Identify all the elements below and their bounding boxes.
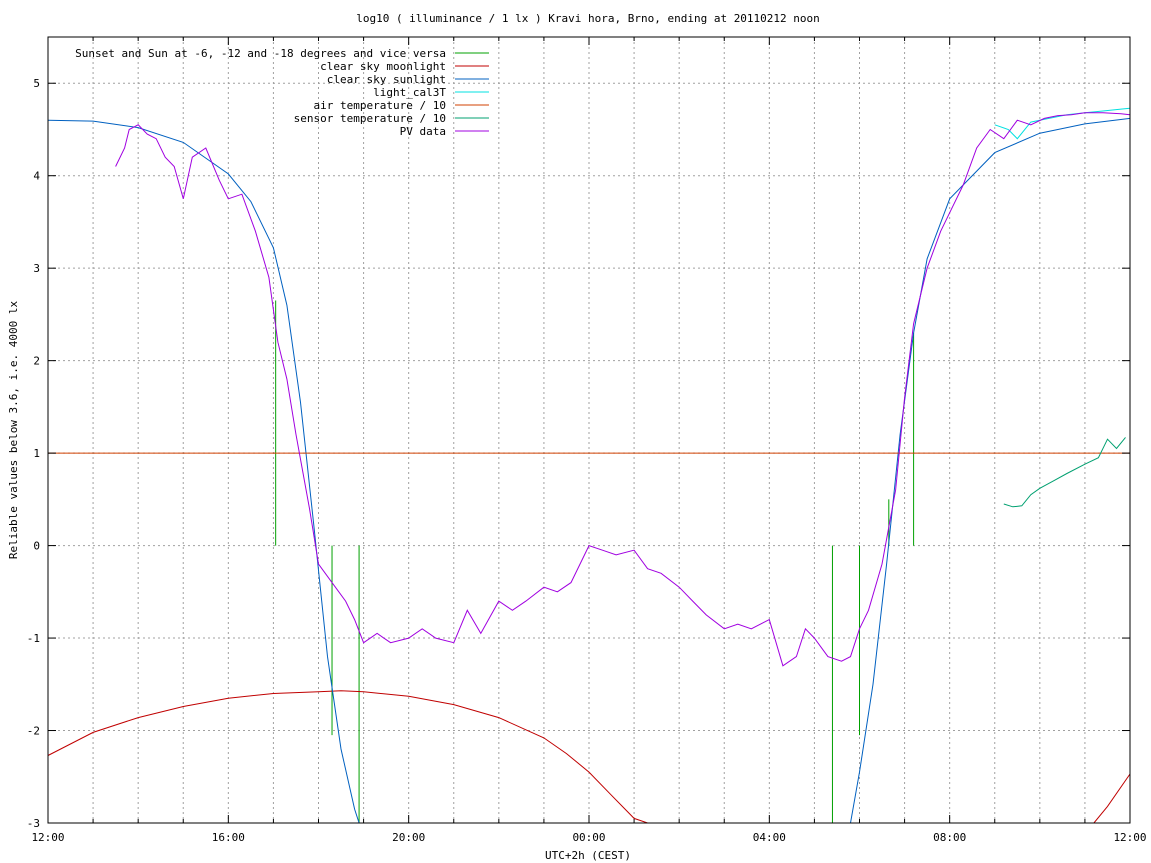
y-axis-label: Reliable values below 3.6, i.e. 4000 lx	[7, 300, 20, 559]
axes: 12:00 16:00 20:00 00:00 04:00 08:00 12:00 5 4 3 2 1…	[27, 37, 1147, 844]
x-tick-label: 16:00	[212, 831, 245, 844]
legend-label: light_cal3T	[373, 86, 446, 99]
legend-label: clear sky moonlight	[320, 60, 446, 73]
legend-label: PV data	[400, 125, 446, 138]
y-tick-label: -3	[27, 817, 40, 830]
x-tick-label: 08:00	[933, 831, 966, 844]
legend-label: sensor temperature / 10	[294, 112, 446, 125]
series-line-clear-sky-sunlight	[47, 117, 1131, 824]
series-line-sensor-temperature-10	[1003, 437, 1126, 508]
x-tick-label: 00:00	[572, 831, 605, 844]
x-tick-label: 12:00	[31, 831, 64, 844]
series-line-clear-sky-moonlight	[47, 690, 1131, 824]
x-axis-label: UTC+2h (CEST)	[545, 849, 631, 862]
chart-title: log10 ( illuminance / 1 lx ) Kravi hora,…	[356, 12, 820, 25]
x-tick-label: 04:00	[753, 831, 786, 844]
y-tick-label: -2	[27, 725, 40, 738]
legend-label: Sunset and Sun at -6, -12 and -18 degree…	[75, 47, 446, 60]
legend: Sunset and Sun at -6, -12 and -18 degree…	[75, 47, 489, 138]
y-tick-label: 2	[33, 355, 40, 368]
grid	[48, 37, 1130, 823]
y-tick-label: 0	[33, 540, 40, 553]
x-tick-label: 12:00	[1113, 831, 1146, 844]
series-line-light-cal3t	[994, 107, 1131, 140]
x-tick-label: 20:00	[392, 831, 425, 844]
y-tick-label: 4	[33, 170, 40, 183]
y-tick-label: 3	[33, 262, 40, 275]
y-tick-label: -1	[27, 632, 40, 645]
legend-label: air temperature / 10	[314, 99, 446, 112]
series-layer	[47, 107, 1131, 824]
series-line-pv-data	[115, 112, 1131, 667]
y-tick-label: 5	[33, 77, 40, 90]
y-tick-label: 1	[33, 447, 40, 460]
legend-label: clear sky sunlight	[327, 73, 446, 86]
